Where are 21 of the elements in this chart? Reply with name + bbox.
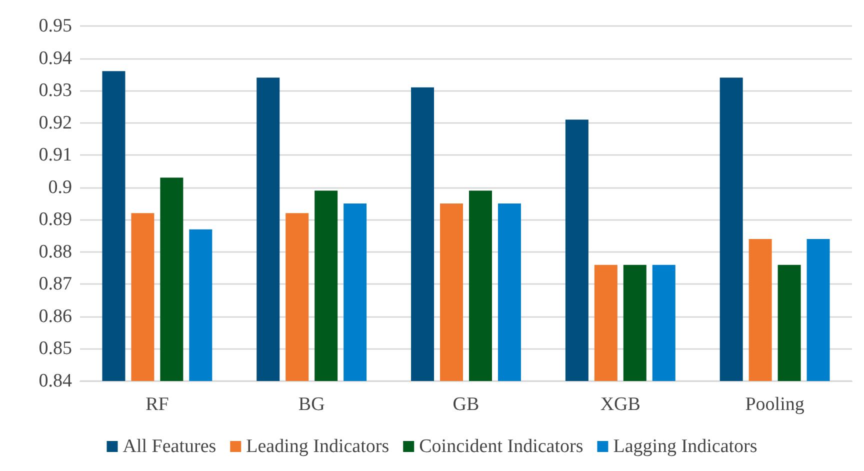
- y-tick-label: 0.9: [48, 176, 72, 198]
- x-tick-label: GB: [452, 394, 480, 415]
- y-tick-label: 0.87: [38, 274, 72, 295]
- y-tick-label: 0.91: [38, 144, 72, 166]
- legend-label: Lagging Indicators: [613, 436, 758, 457]
- legend-label: Coincident Indicators: [419, 436, 584, 457]
- y-tick-label: 0.88: [38, 241, 72, 262]
- x-tick-label: XGB: [600, 394, 640, 415]
- x-tick-label: RF: [146, 394, 169, 415]
- y-tick-label: 0.89: [38, 209, 72, 230]
- legend-label: All Features: [122, 436, 216, 457]
- y-tick-label: 0.84: [38, 370, 72, 392]
- y-tick-label: 0.85: [38, 338, 72, 360]
- y-tick-label: 0.93: [38, 80, 72, 102]
- x-tick-label: BG: [298, 394, 326, 415]
- y-tick-label: 0.94: [38, 48, 72, 69]
- legend-label: Leading Indicators: [246, 436, 390, 457]
- y-tick-label: 0.86: [38, 306, 72, 327]
- y-tick-label: 0.95: [38, 16, 72, 36]
- x-tick-label: Pooling: [745, 394, 805, 415]
- y-tick-label: 0.92: [38, 112, 72, 134]
